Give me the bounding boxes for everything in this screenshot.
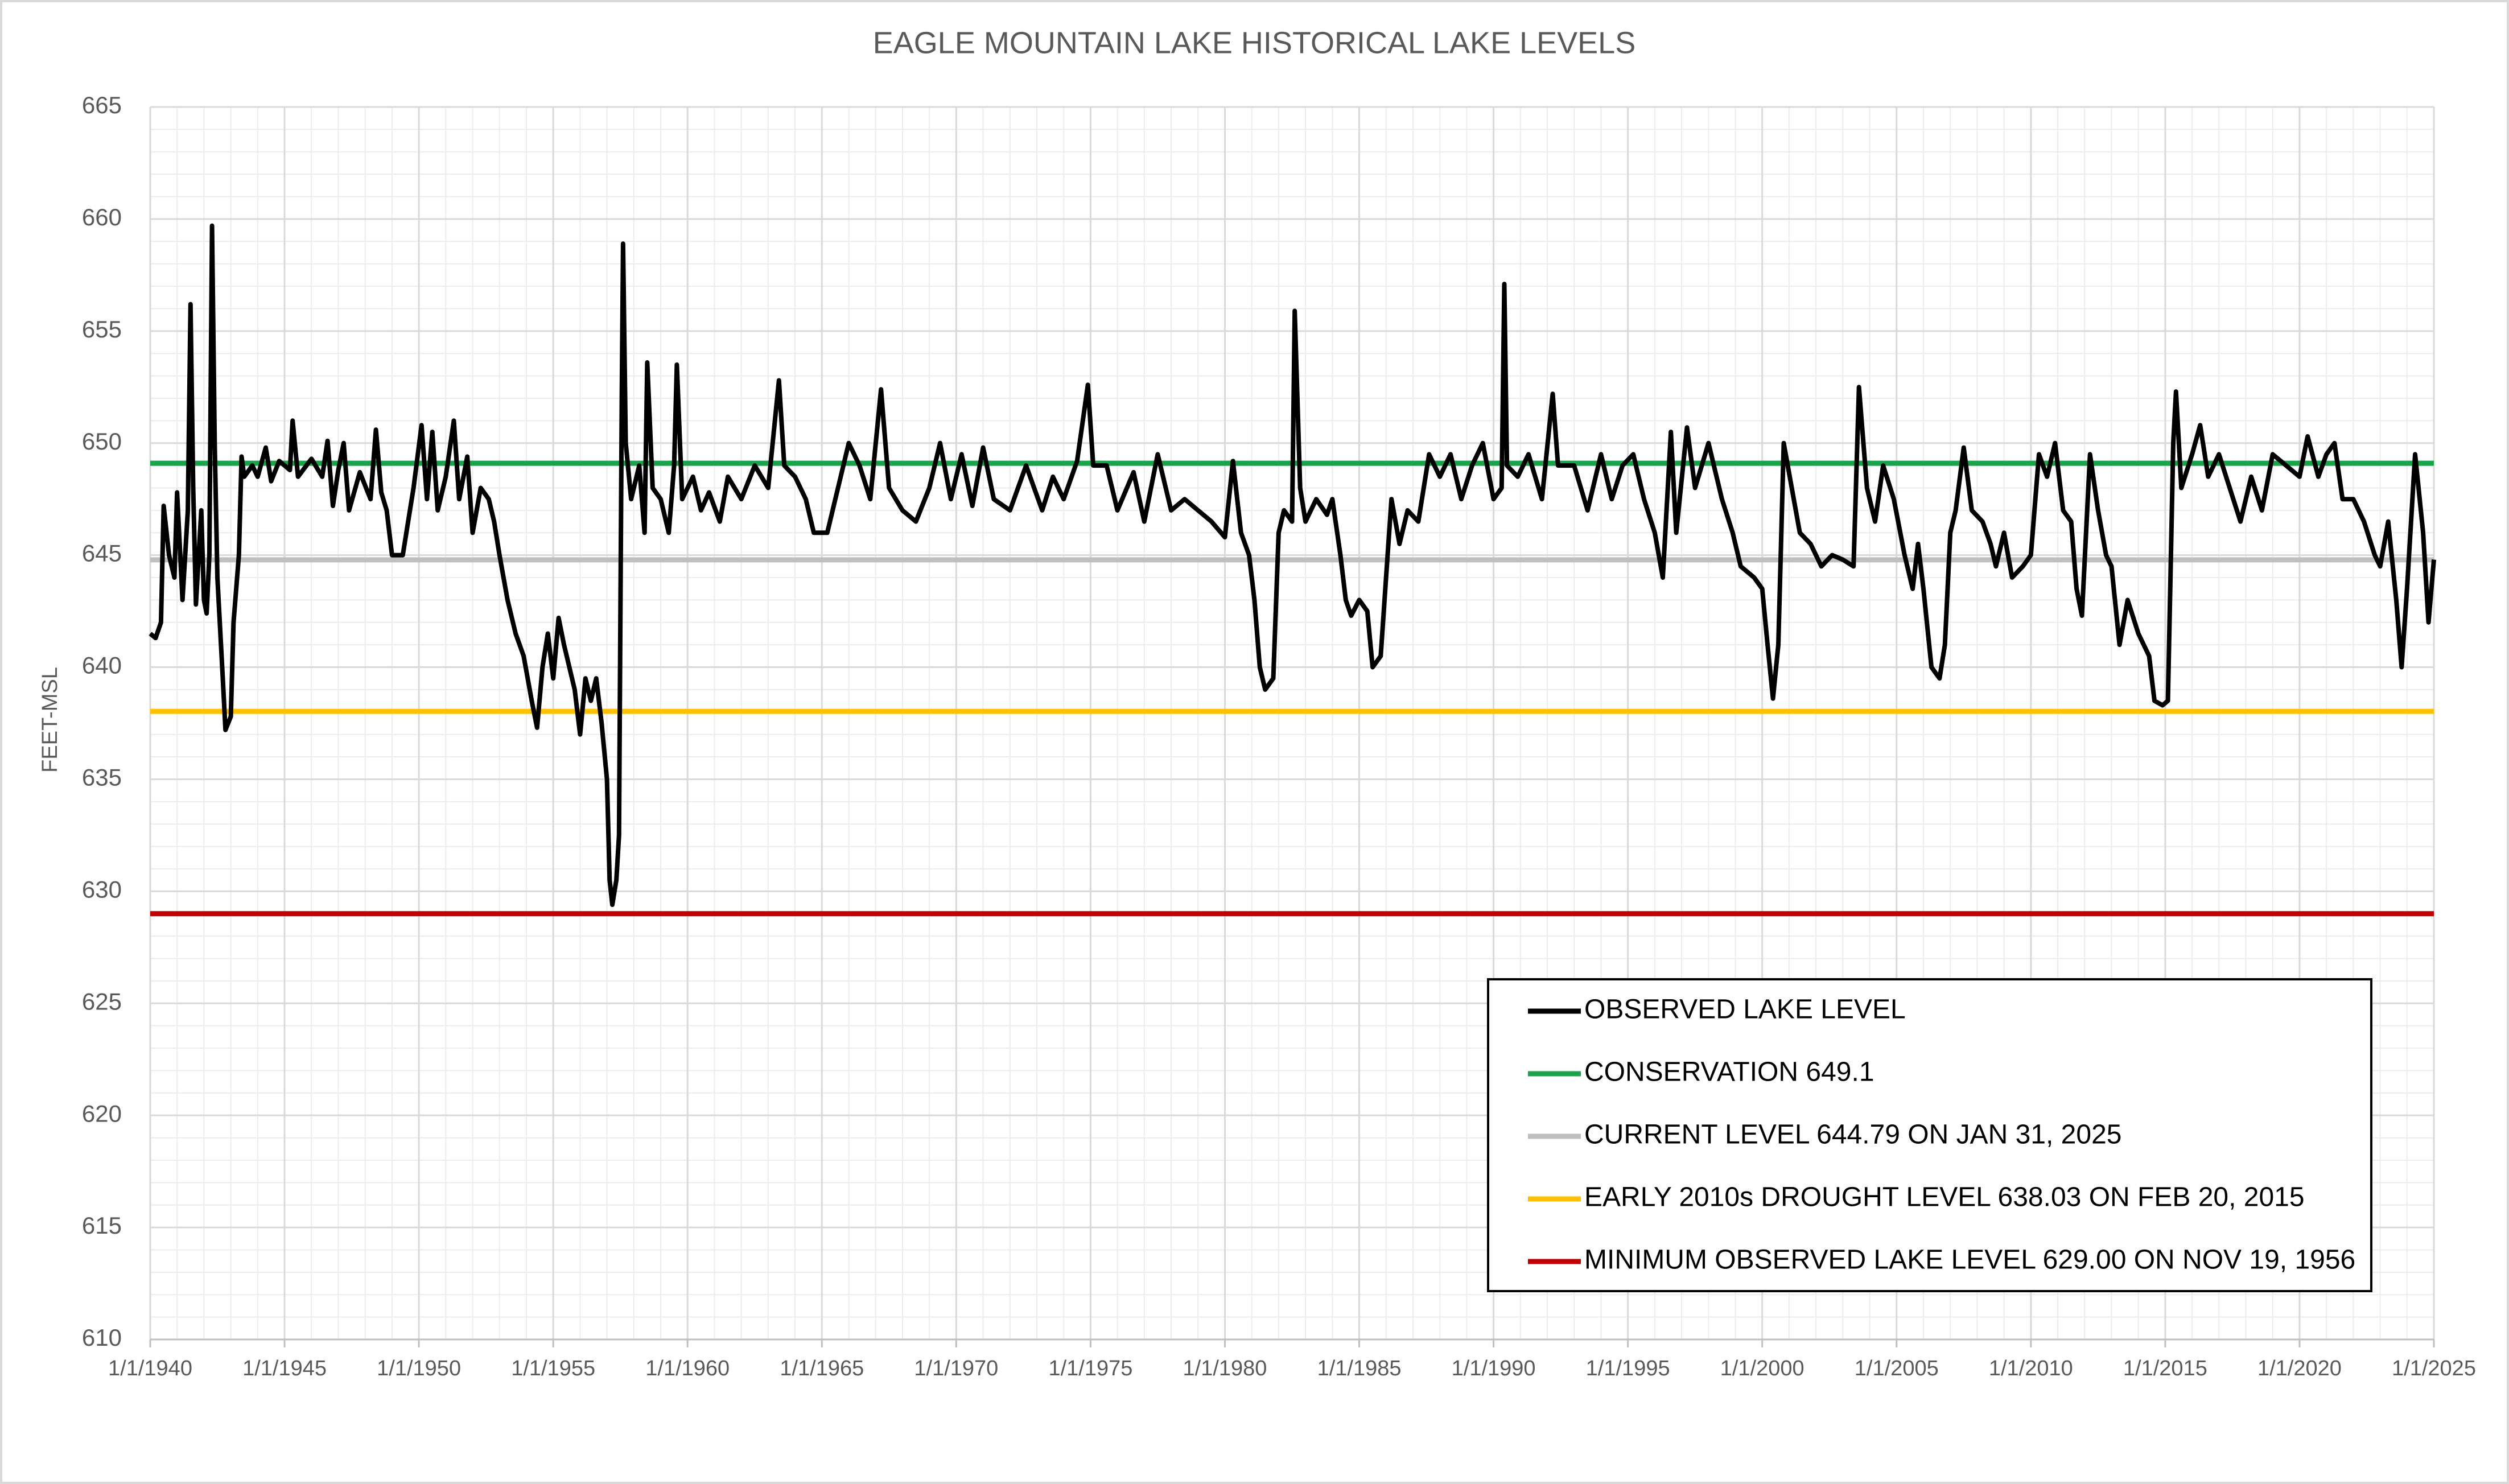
data-line [149, 223, 2436, 907]
x-tick-label: 1/1/1960 [645, 1357, 730, 1380]
x-tick-label: 1/1/1975 [1048, 1357, 1132, 1380]
x-tick-label: 1/1/1985 [1317, 1357, 1402, 1380]
x-tick-label: 1/1/1965 [780, 1357, 864, 1380]
legend: OBSERVED LAKE LEVEL CONSERVATION 649.1 CUR… [1487, 978, 2372, 1292]
legend-label: MINIMUM OBSERVED LAKE LEVEL 629.00 ON NO… [1584, 1245, 2355, 1275]
x-tick-label: 1/1/1990 [1452, 1357, 1536, 1380]
x-tick-label: 1/1/2015 [2123, 1357, 2207, 1380]
y-axis-label: FEET-MSL [38, 667, 62, 773]
legend-label: OBSERVED LAKE LEVEL [1584, 995, 1906, 1025]
y-tick-label: 665 [82, 92, 122, 118]
x-tick-label: 1/1/2010 [1989, 1357, 2073, 1380]
y-tick-label: 640 [82, 652, 122, 679]
legend-box [1487, 978, 2372, 1292]
y-tick-label: 610 [82, 1324, 122, 1351]
y-tick-label: 660 [82, 204, 122, 230]
y-tick-label: 655 [82, 316, 122, 343]
y-tick-label: 615 [82, 1212, 122, 1239]
x-tick-label: 1/1/1945 [242, 1357, 327, 1380]
y-tick-label: 620 [82, 1100, 122, 1127]
y-tick-label: 630 [82, 876, 122, 902]
x-tick-label: 1/1/1950 [377, 1357, 461, 1380]
y-tick-label: 635 [82, 764, 122, 791]
legend-label: CONSERVATION 649.1 [1584, 1057, 1874, 1087]
x-tick-label: 1/1/1970 [914, 1357, 998, 1380]
legend-label: EARLY 2010s DROUGHT LEVEL 638.03 ON FEB … [1584, 1182, 2305, 1213]
x-tick-label: 1/1/1940 [108, 1357, 192, 1380]
chart-title: EAGLE MOUNTAIN LAKE HISTORICAL LAKE LEVE… [873, 26, 1635, 60]
x-tick-label: 1/1/1995 [1586, 1357, 1670, 1380]
y-tick-label: 645 [82, 540, 122, 567]
x-tick-label: 1/1/1980 [1183, 1357, 1267, 1380]
y-tick-label: 625 [82, 988, 122, 1015]
x-tick-label: 1/1/1955 [511, 1357, 595, 1380]
x-tick-label: 1/1/2000 [1720, 1357, 1804, 1380]
y-tick-label: 650 [82, 428, 122, 455]
legend-label: CURRENT LEVEL 644.79 ON JAN 31, 2025 [1584, 1120, 2121, 1150]
x-tick-label: 1/1/2020 [2257, 1357, 2342, 1380]
x-tick-label: 1/1/2005 [1855, 1357, 1939, 1380]
x-tick-label: 1/1/2025 [2392, 1357, 2476, 1380]
